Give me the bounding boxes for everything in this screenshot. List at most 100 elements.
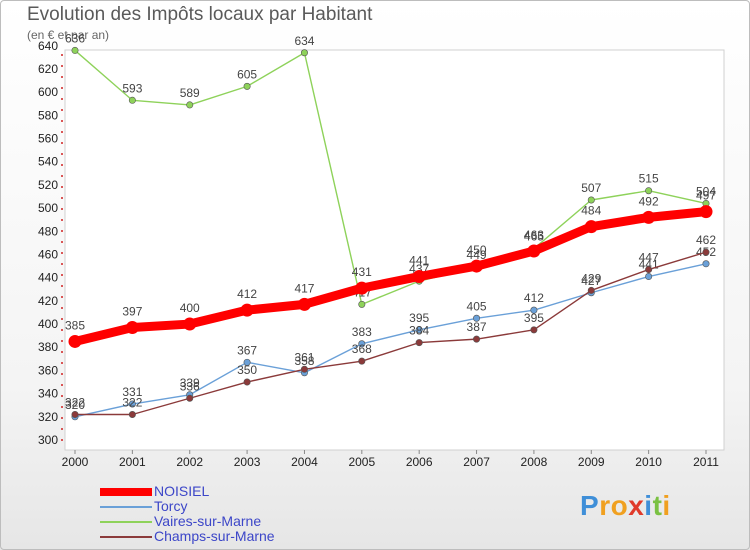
y-tick-label: 580 <box>38 108 58 122</box>
y-tick-label: 540 <box>38 155 58 169</box>
series-line-champs-sur-marne <box>74 251 707 416</box>
series-line-noisiel <box>70 207 711 346</box>
y-tick-label: 360 <box>38 363 58 377</box>
data-label-vaires-sur-marne: 465 <box>524 230 544 244</box>
y-tick-label: 520 <box>38 178 58 192</box>
data-label-torcy: 358 <box>294 354 314 368</box>
x-tick-label: 2004 <box>291 455 318 469</box>
legend-item-vaires-sur-marne: Vaires-sur-Marne <box>100 514 360 529</box>
series-line-torcy <box>74 263 707 418</box>
data-point-noisiel <box>355 281 369 295</box>
data-label-noisiel: 412 <box>237 287 257 301</box>
logo-letter: i <box>662 490 671 521</box>
data-label-champs-sur-marne: 395 <box>524 311 544 325</box>
data-label-champs-sur-marne: 336 <box>180 379 200 393</box>
data-label-vaires-sur-marne: 593 <box>122 81 142 95</box>
data-label-torcy: 367 <box>237 343 257 357</box>
proxiti-logo: Proxiti <box>580 490 671 522</box>
data-point-torcy <box>702 260 710 268</box>
data-point-noisiel <box>642 210 656 224</box>
data-label-champs-sur-marne: 322 <box>65 395 85 409</box>
logo-letter: o <box>610 490 629 521</box>
data-point-vaires-sur-marne <box>358 300 366 308</box>
x-tick-label: 2011 <box>693 455 719 469</box>
data-label-champs-sur-marne: 384 <box>409 324 429 338</box>
data-label-champs-sur-marne: 387 <box>467 320 487 334</box>
logo-letter: r <box>599 490 611 521</box>
data-label-champs-sur-marne: 361 <box>294 350 314 364</box>
data-label-vaires-sur-marne: 507 <box>581 181 601 195</box>
data-label-torcy: 383 <box>352 325 372 339</box>
data-label-noisiel: 385 <box>65 318 85 332</box>
data-point-torcy <box>645 273 653 281</box>
data-label-torcy: 320 <box>65 398 85 412</box>
data-point-noisiel <box>125 321 139 335</box>
y-tick-label: 400 <box>38 317 58 331</box>
data-point-champs-sur-marne <box>473 335 481 343</box>
legend-label-noisiel: NOISIEL <box>154 483 210 499</box>
legend-label-torcy: Torcy <box>154 498 188 514</box>
data-point-torcy <box>128 400 136 408</box>
data-point-vaires-sur-marne <box>645 187 653 195</box>
data-label-vaires-sur-marne: 504 <box>696 184 716 198</box>
x-tick-label: 2001 <box>119 455 146 469</box>
data-label-torcy: 331 <box>122 385 142 399</box>
data-label-champs-sur-marne: 462 <box>696 233 716 247</box>
data-point-champs-sur-marne <box>71 410 79 418</box>
data-label-champs-sur-marne: 322 <box>122 395 142 409</box>
data-label-vaires-sur-marne: 515 <box>639 172 659 186</box>
data-label-torcy: 339 <box>180 376 200 390</box>
plot-area <box>64 49 725 451</box>
data-label-vaires-sur-marne: 636 <box>65 31 85 45</box>
legend-swatch-champs-sur-marne <box>100 536 152 538</box>
data-label-noisiel: 492 <box>639 194 659 208</box>
logo-letter: P <box>580 490 600 521</box>
data-point-noisiel <box>183 317 197 331</box>
x-tick-label: 2002 <box>176 455 203 469</box>
data-point-torcy <box>530 306 538 314</box>
logo-letter: x <box>628 490 645 521</box>
data-label-champs-sur-marne: 368 <box>352 342 372 356</box>
y-tick-label: 340 <box>38 387 58 401</box>
data-point-noisiel <box>699 205 713 219</box>
y-tick-label: 420 <box>38 294 58 308</box>
data-label-torcy: 405 <box>467 299 487 313</box>
x-tick-label: 2010 <box>635 455 662 469</box>
series-line-vaires-sur-marne <box>74 49 707 306</box>
data-point-champs-sur-marne <box>415 339 423 347</box>
data-point-torcy <box>243 358 251 366</box>
logo-letter: t <box>652 490 663 521</box>
x-tick-label: 2005 <box>348 455 375 469</box>
y-tick-label: 320 <box>38 410 58 424</box>
data-point-champs-sur-marne <box>300 365 308 373</box>
data-label-noisiel: 441 <box>409 254 429 268</box>
data-point-vaires-sur-marne <box>71 46 79 54</box>
data-point-torcy <box>415 326 423 334</box>
x-tick-label: 2003 <box>234 455 261 469</box>
x-tick-label: 2006 <box>406 455 433 469</box>
y-tick-label: 500 <box>38 201 58 215</box>
data-point-champs-sur-marne <box>358 357 366 365</box>
data-label-noisiel: 450 <box>467 243 487 257</box>
data-label-champs-sur-marne: 429 <box>581 271 601 285</box>
x-tick-label: 2000 <box>62 455 89 469</box>
legend-item-champs-sur-marne: Champs-sur-Marne <box>100 529 360 544</box>
data-label-noisiel: 397 <box>122 305 142 319</box>
data-label-vaires-sur-marne: 605 <box>237 67 257 81</box>
legend: NOISIEL Torcy Vaires-sur-Marne Champs-sur-M… <box>100 484 360 544</box>
chart-subtitle: (en € et par an) <box>27 28 110 42</box>
data-point-vaires-sur-marne <box>186 101 194 109</box>
data-point-noisiel <box>240 303 254 317</box>
data-point-noisiel <box>584 220 598 234</box>
data-point-champs-sur-marne <box>645 266 653 274</box>
chart-title: Evolution des Impôts locaux par Habitant <box>27 4 373 25</box>
data-label-torcy: 395 <box>409 311 429 325</box>
data-label-vaires-sur-marne: 449 <box>467 248 487 262</box>
data-point-vaires-sur-marne <box>300 49 308 57</box>
data-label-champs-sur-marne: 350 <box>237 363 257 377</box>
data-point-champs-sur-marne <box>186 394 194 402</box>
logo-letter: i <box>644 490 653 521</box>
y-tick-label: 460 <box>38 247 58 261</box>
legend-label-champs-sur-marne: Champs-sur-Marne <box>154 528 275 544</box>
